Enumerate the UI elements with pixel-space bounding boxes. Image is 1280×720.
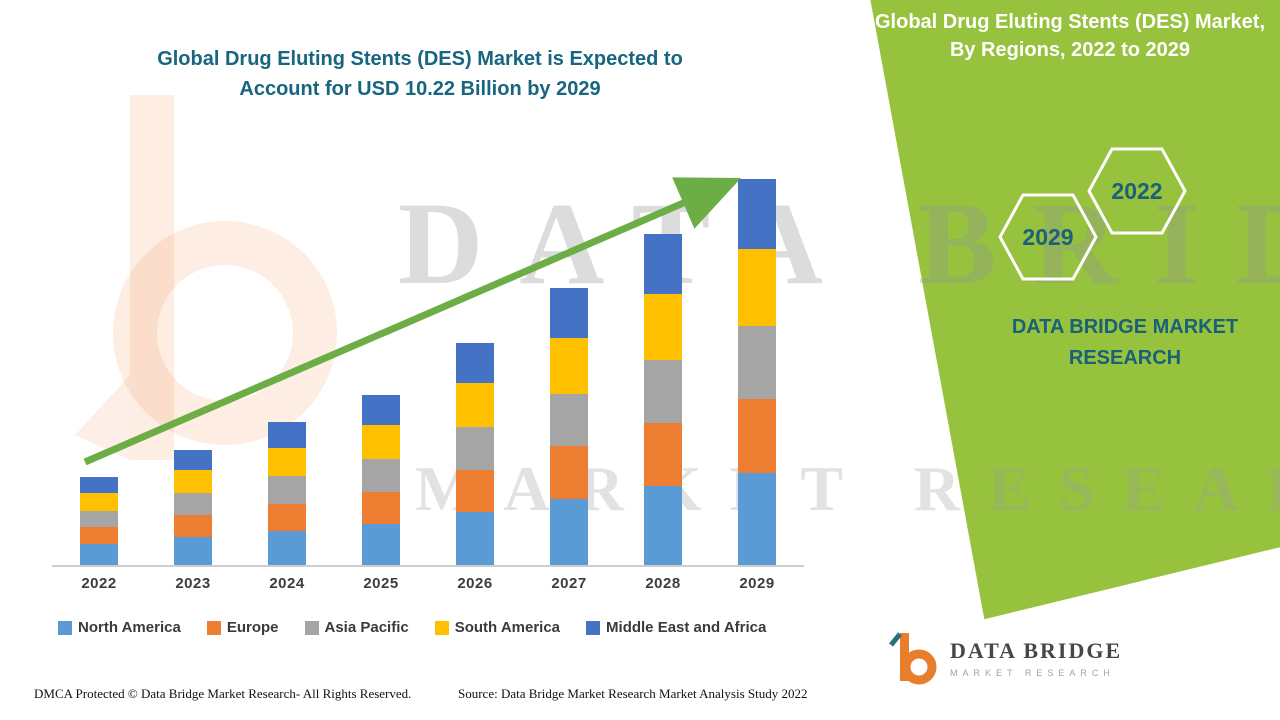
legend-swatch <box>58 620 72 635</box>
bar-segment <box>362 425 400 460</box>
company-logo: DATA BRIDGE MARKET RESEARCH <box>888 630 1122 686</box>
bar-segment <box>456 511 494 565</box>
bar-segment <box>174 537 212 565</box>
brand-text: DATA BRIDGE MARKET RESEARCH <box>1011 316 1239 369</box>
stacked-bar-2028 <box>644 234 682 565</box>
stacked-bar-2023 <box>174 449 212 565</box>
bar-segment <box>80 527 118 544</box>
bar-segment <box>362 524 400 565</box>
company-logo-name: DATA BRIDGE <box>950 638 1123 663</box>
bar-segment <box>362 459 400 492</box>
bar-segment <box>644 485 682 565</box>
bar-segment <box>268 530 306 565</box>
bar-segment <box>738 249 776 327</box>
bar-column-2025 <box>334 394 428 565</box>
legend-item: North America <box>58 619 181 636</box>
hexagon-2029-label: 2029 <box>1022 224 1073 250</box>
bar-segment <box>550 338 588 394</box>
company-logo-subtitle: MARKET RESEARCH <box>950 668 1115 678</box>
hexagon-2029-badge: 2029 <box>998 193 1098 281</box>
company-logo-icon <box>889 632 937 685</box>
legend-item: South America <box>434 619 561 636</box>
legend-label: Asia Pacific <box>324 619 409 636</box>
bar-segment <box>456 469 494 512</box>
bar-segment <box>362 394 400 426</box>
bar-segment <box>644 422 682 486</box>
bar-segment <box>80 510 118 528</box>
bar-segment <box>362 491 400 525</box>
stacked-bar-2024 <box>268 421 306 565</box>
legend-label: Middle East and Africa <box>606 619 767 636</box>
x-axis-labels: 2022 2023 2024 2025 2026 2027 2028 2029 <box>52 575 804 592</box>
stacked-bar-2029 <box>738 179 776 565</box>
stacked-bar-2022 <box>80 477 118 565</box>
legend-item: Middle East and Africa <box>586 619 766 636</box>
bar-segment <box>80 477 118 494</box>
bar-segment <box>644 293 682 360</box>
hexagon-2022-label: 2022 <box>1111 178 1162 204</box>
legend-swatch <box>434 620 449 635</box>
bar-column-2024 <box>240 421 334 565</box>
page-title: Global Drug Eluting Stents (DES) Market … <box>157 48 683 100</box>
legend-label: South America <box>454 619 561 636</box>
bar-segment <box>456 427 494 470</box>
legend-item: Asia Pacific <box>304 619 409 636</box>
bar-segment <box>174 493 212 516</box>
bar-segment <box>174 470 212 494</box>
bar-segment <box>550 288 588 339</box>
bar-segment <box>80 543 118 565</box>
legend-swatch <box>304 620 319 635</box>
x-axis-label-2023: 2023 <box>175 575 211 592</box>
legend-item: Europe <box>206 619 279 636</box>
bar-column-2026 <box>428 342 522 565</box>
bar-segment <box>738 399 776 473</box>
bar-segment <box>456 342 494 383</box>
stacked-bar-chart: 2022 2023 2024 2025 2026 2027 2028 2029 <box>52 165 804 592</box>
bar-segment <box>550 393 588 447</box>
bar-segment <box>174 449 212 471</box>
legend-swatch <box>206 620 221 635</box>
bar-segment <box>644 234 682 294</box>
hexagon-2022-badge: 2022 <box>1087 147 1187 235</box>
dmca-notice: DMCA Protected © Data Bridge Market Rese… <box>34 686 412 701</box>
bar-column-2022 <box>52 477 146 565</box>
x-axis-label-2025: 2025 <box>363 575 399 592</box>
stacked-bar-2027 <box>550 288 588 565</box>
x-axis-label-2027: 2027 <box>551 575 587 592</box>
bar-segment <box>738 179 776 250</box>
bar-segment <box>268 503 306 531</box>
bar-segment <box>738 326 776 400</box>
bar-segment <box>738 472 776 565</box>
bar-segment <box>268 476 306 504</box>
bars-row <box>52 165 804 567</box>
bar-column-2023 <box>146 449 240 565</box>
legend-label: North America <box>78 619 181 636</box>
stacked-bar-2025 <box>362 394 400 565</box>
bar-segment <box>268 421 306 448</box>
bar-segment <box>80 493 118 511</box>
stacked-bar-2026 <box>456 342 494 565</box>
source-note: Source: Data Bridge Market Research Mark… <box>458 686 808 701</box>
bar-column-2029 <box>710 179 804 565</box>
bar-segment <box>456 382 494 428</box>
x-axis-label-2024: 2024 <box>269 575 305 592</box>
x-axis-label-2022: 2022 <box>81 575 117 592</box>
legend-swatch <box>586 620 601 635</box>
legend-label: Europe <box>226 619 279 636</box>
bar-segment <box>550 446 588 499</box>
bar-column-2027 <box>522 288 616 565</box>
side-panel-title: Global Drug Eluting Stents (DES) Market,… <box>874 11 1266 61</box>
bar-segment <box>550 498 588 565</box>
bar-segment <box>268 447 306 477</box>
bar-column-2028 <box>616 234 710 565</box>
x-axis-label-2028: 2028 <box>645 575 681 592</box>
chart-legend: North America Europe Asia Pacific South Ame… <box>58 619 766 636</box>
bar-segment <box>644 359 682 423</box>
x-axis-label-2026: 2026 <box>457 575 493 592</box>
bar-segment <box>174 515 212 538</box>
x-axis-label-2029: 2029 <box>739 575 775 592</box>
